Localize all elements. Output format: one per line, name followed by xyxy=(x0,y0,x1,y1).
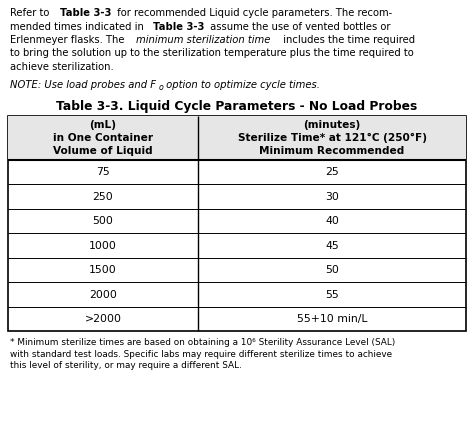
Text: (minutes): (minutes) xyxy=(303,120,361,130)
Text: Sterilize Time* at 121°C (250°F): Sterilize Time* at 121°C (250°F) xyxy=(237,133,427,143)
Text: NOTE: Use load probes and F: NOTE: Use load probes and F xyxy=(10,80,156,90)
Text: Minimum Recommended: Minimum Recommended xyxy=(259,146,405,156)
Text: (mL): (mL) xyxy=(90,120,117,130)
Text: 30: 30 xyxy=(325,192,339,202)
Text: option to optimize cycle times.: option to optimize cycle times. xyxy=(163,80,320,90)
Text: 250: 250 xyxy=(92,192,113,202)
Text: 50: 50 xyxy=(325,265,339,275)
Text: >2000: >2000 xyxy=(84,314,121,324)
Text: Refer to: Refer to xyxy=(10,8,53,18)
Text: to bring the solution up to the sterilization temperature plus the time required: to bring the solution up to the steriliz… xyxy=(10,49,414,58)
Text: Table 3-3. Liquid Cycle Parameters - No Load Probes: Table 3-3. Liquid Cycle Parameters - No … xyxy=(56,100,418,113)
Text: 45: 45 xyxy=(325,241,339,251)
Text: * Minimum sterilize times are based on obtaining a 10⁶ Sterility Assurance Level: * Minimum sterilize times are based on o… xyxy=(10,339,395,347)
Text: 25: 25 xyxy=(325,167,339,177)
Text: 75: 75 xyxy=(96,167,110,177)
Text: 1000: 1000 xyxy=(89,241,117,251)
Text: 2000: 2000 xyxy=(89,290,117,300)
Text: this level of sterility, or may require a different SAL.: this level of sterility, or may require … xyxy=(10,362,242,371)
Text: assume the use of vented bottles or: assume the use of vented bottles or xyxy=(207,21,391,32)
Text: for recommended Liquid cycle parameters. The recom-: for recommended Liquid cycle parameters.… xyxy=(113,8,392,18)
Bar xyxy=(8,116,466,160)
Text: includes the time required: includes the time required xyxy=(280,35,415,45)
Text: minimum sterilization time: minimum sterilization time xyxy=(137,35,271,45)
Text: in One Container: in One Container xyxy=(53,133,153,143)
Text: 55+10 min/L: 55+10 min/L xyxy=(297,314,367,324)
Text: Volume of Liquid: Volume of Liquid xyxy=(53,146,153,156)
Text: 1500: 1500 xyxy=(89,265,117,275)
Text: Table 3-3: Table 3-3 xyxy=(60,8,111,18)
Text: achieve sterilization.: achieve sterilization. xyxy=(10,62,114,72)
Text: 55: 55 xyxy=(325,290,339,300)
Text: mended times indicated in: mended times indicated in xyxy=(10,21,147,32)
Text: Erlenmeyer flasks. The: Erlenmeyer flasks. The xyxy=(10,35,128,45)
Text: 500: 500 xyxy=(92,216,113,226)
Text: 40: 40 xyxy=(325,216,339,226)
Bar xyxy=(8,116,466,331)
Text: o: o xyxy=(158,83,164,92)
Text: with standard test loads. Specific labs may require different sterilize times to: with standard test loads. Specific labs … xyxy=(10,350,392,359)
Text: Table 3-3: Table 3-3 xyxy=(153,21,204,32)
